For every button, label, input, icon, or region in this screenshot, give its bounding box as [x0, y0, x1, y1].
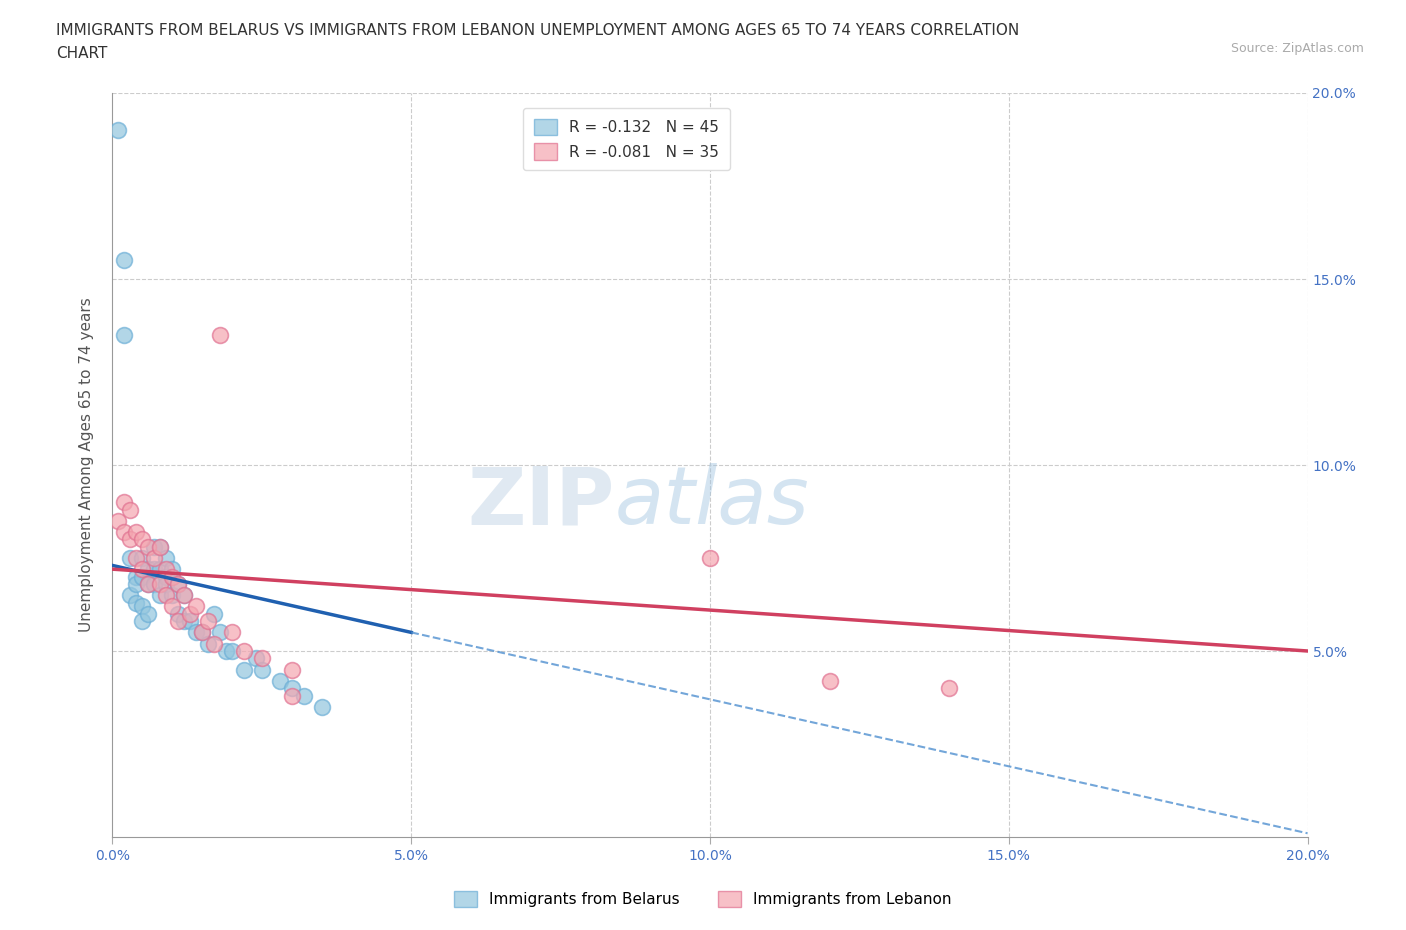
Point	[245, 651, 267, 666]
Point	[250, 651, 273, 666]
Point	[191, 625, 214, 640]
Point	[155, 569, 177, 584]
Point	[131, 569, 153, 584]
Legend: R = -0.132   N = 45, R = -0.081   N = 35: R = -0.132 N = 45, R = -0.081 N = 35	[523, 108, 730, 170]
Point	[202, 636, 225, 651]
Point	[281, 688, 304, 703]
Point	[179, 606, 201, 621]
Point	[173, 614, 195, 629]
Point	[138, 539, 160, 554]
Point	[155, 588, 177, 603]
Text: CHART: CHART	[56, 46, 108, 61]
Point	[131, 562, 153, 577]
Point	[131, 599, 153, 614]
Point	[125, 525, 148, 539]
Text: atlas: atlas	[614, 463, 810, 541]
Point	[209, 625, 232, 640]
Point	[221, 644, 243, 658]
Point	[292, 688, 315, 703]
Point	[143, 562, 166, 577]
Legend: Immigrants from Belarus, Immigrants from Lebanon: Immigrants from Belarus, Immigrants from…	[449, 884, 957, 913]
Point	[162, 599, 183, 614]
Point	[186, 599, 208, 614]
Point	[120, 551, 142, 565]
Point	[250, 662, 273, 677]
Point	[179, 614, 201, 629]
Text: ZIP: ZIP	[467, 463, 614, 541]
Point	[162, 569, 183, 584]
Text: Source: ZipAtlas.com: Source: ZipAtlas.com	[1230, 42, 1364, 55]
Point	[114, 327, 135, 342]
Point	[281, 662, 304, 677]
Point	[191, 625, 214, 640]
Point	[269, 673, 291, 688]
Point	[149, 539, 172, 554]
Point	[149, 539, 172, 554]
Point	[281, 681, 304, 696]
Point	[155, 577, 177, 591]
Point	[938, 681, 960, 696]
Point	[233, 644, 256, 658]
Point	[138, 562, 160, 577]
Point	[155, 562, 177, 577]
Point	[107, 513, 129, 528]
Point	[173, 588, 195, 603]
Y-axis label: Unemployment Among Ages 65 to 74 years: Unemployment Among Ages 65 to 74 years	[79, 298, 94, 632]
Point	[131, 551, 153, 565]
Point	[143, 577, 166, 591]
Point	[125, 551, 148, 565]
Point	[120, 588, 142, 603]
Point	[138, 577, 160, 591]
Text: IMMIGRANTS FROM BELARUS VS IMMIGRANTS FROM LEBANON UNEMPLOYMENT AMONG AGES 65 TO: IMMIGRANTS FROM BELARUS VS IMMIGRANTS FR…	[56, 23, 1019, 38]
Point	[143, 539, 166, 554]
Point	[131, 532, 153, 547]
Point	[173, 588, 195, 603]
Point	[162, 588, 183, 603]
Point	[209, 327, 232, 342]
Point	[125, 577, 148, 591]
Point	[186, 625, 208, 640]
Point	[162, 562, 183, 577]
Point	[197, 614, 219, 629]
Point	[125, 569, 148, 584]
Point	[233, 662, 256, 677]
Point	[138, 577, 160, 591]
Point	[131, 614, 153, 629]
Point	[155, 551, 177, 565]
Point	[202, 606, 225, 621]
Point	[197, 636, 219, 651]
Point	[138, 606, 160, 621]
Point	[149, 588, 172, 603]
Point	[167, 577, 190, 591]
Point	[699, 551, 721, 565]
Point	[120, 502, 142, 517]
Point	[114, 495, 135, 510]
Point	[149, 562, 172, 577]
Point	[125, 595, 148, 610]
Point	[215, 644, 238, 658]
Point	[143, 551, 166, 565]
Point	[107, 123, 129, 138]
Point	[818, 673, 841, 688]
Point	[311, 699, 333, 714]
Point	[114, 525, 135, 539]
Point	[167, 606, 190, 621]
Point	[114, 253, 135, 268]
Point	[120, 532, 142, 547]
Point	[221, 625, 243, 640]
Point	[167, 614, 190, 629]
Point	[149, 577, 172, 591]
Point	[167, 577, 190, 591]
